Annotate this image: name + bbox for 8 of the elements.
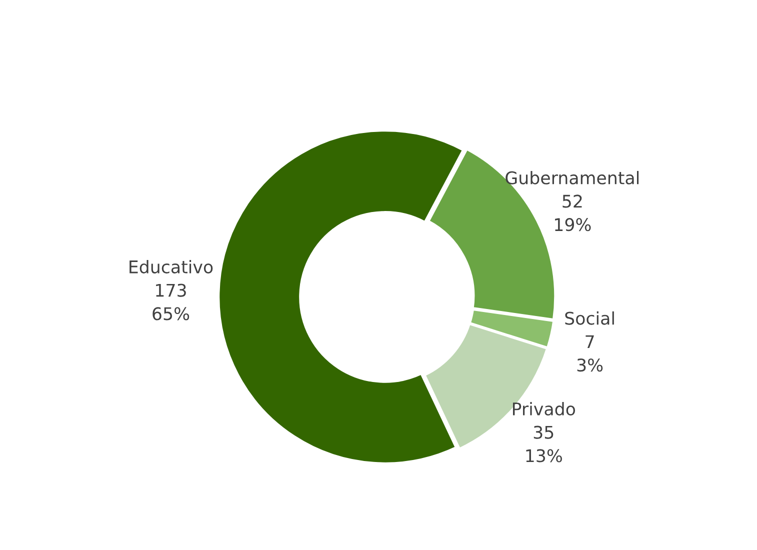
- data-label: 7 3%: [577, 335, 603, 372]
- data-label: 173 65%: [152, 284, 190, 320]
- slice-label: Privado: [512, 402, 576, 416]
- slice-label: Social: [565, 311, 614, 325]
- data-label: 52 19%: [555, 194, 591, 232]
- data-label: 35 13%: [526, 426, 562, 462]
- slice-label: Educativo: [130, 260, 213, 274]
- slice-label: Gubernamental: [506, 170, 639, 184]
